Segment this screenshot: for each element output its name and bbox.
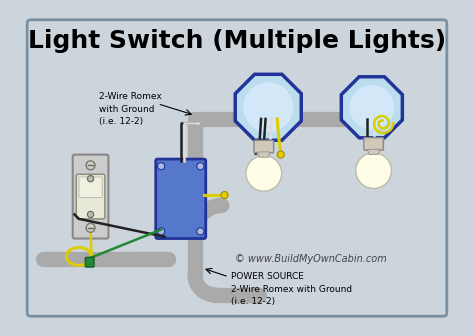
Circle shape [87, 176, 94, 182]
FancyBboxPatch shape [79, 177, 102, 198]
Polygon shape [367, 149, 380, 155]
Circle shape [157, 163, 164, 170]
Polygon shape [341, 77, 402, 138]
FancyBboxPatch shape [254, 140, 273, 153]
Circle shape [86, 223, 95, 232]
Circle shape [349, 85, 394, 130]
Circle shape [243, 82, 293, 132]
Text: © www.BuildMyOwnCabin.com: © www.BuildMyOwnCabin.com [235, 254, 387, 264]
Circle shape [246, 156, 282, 191]
Circle shape [197, 163, 204, 170]
FancyBboxPatch shape [364, 138, 383, 150]
FancyBboxPatch shape [73, 155, 109, 239]
Text: POWER SOURCE
2-Wire Romex with Ground
(i.e. 12-2): POWER SOURCE 2-Wire Romex with Ground (i… [231, 272, 352, 306]
FancyBboxPatch shape [85, 257, 94, 267]
Polygon shape [235, 74, 301, 140]
Circle shape [197, 228, 204, 235]
Text: 2-Wire Romex
with Ground
(i.e. 12-2): 2-Wire Romex with Ground (i.e. 12-2) [99, 92, 161, 126]
Circle shape [221, 192, 228, 199]
FancyBboxPatch shape [156, 159, 206, 239]
Circle shape [86, 161, 95, 170]
FancyBboxPatch shape [27, 20, 447, 316]
Circle shape [87, 211, 94, 217]
Text: Light Switch (Multiple Lights): Light Switch (Multiple Lights) [28, 29, 446, 53]
Circle shape [277, 151, 284, 158]
FancyBboxPatch shape [76, 174, 105, 219]
Circle shape [157, 228, 164, 235]
Polygon shape [257, 152, 270, 157]
Circle shape [356, 153, 392, 188]
